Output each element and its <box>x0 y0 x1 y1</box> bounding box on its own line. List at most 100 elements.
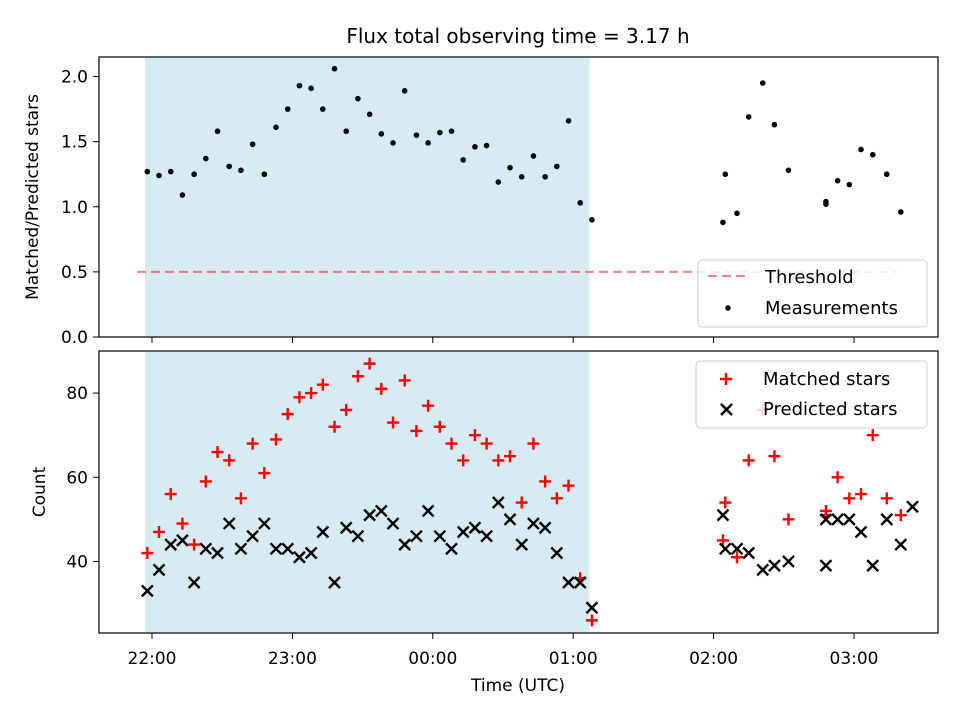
top-x-ticks <box>151 337 855 343</box>
bottom-axes-frame <box>98 350 939 634</box>
predicted-star-point <box>398 538 412 551</box>
predicted-star-point <box>716 508 730 522</box>
predicted-star-point <box>756 563 770 577</box>
matched-star-point <box>539 475 552 488</box>
bottom-legend-frame <box>695 360 928 429</box>
matched-star-point <box>782 513 795 526</box>
matched-star-point <box>731 551 743 564</box>
measurement-point <box>565 118 572 124</box>
matched-star-point <box>141 547 154 560</box>
predicted-star-point <box>328 576 341 589</box>
top-legend: Threshold Measurements <box>697 259 928 328</box>
matched-star-point <box>199 475 212 488</box>
predicted-star-point <box>562 576 575 589</box>
bottom-panel: 40 60 80 22:00 23:00 00:00 01:00 02:00 03:00 Co… <box>30 350 939 696</box>
measurement-point <box>214 128 221 135</box>
matched-star-point <box>855 488 868 501</box>
predicted-star-point <box>550 546 564 560</box>
measurement-point <box>834 177 841 184</box>
bottom-shaded-region <box>144 351 590 633</box>
measurement-point <box>413 132 420 138</box>
measurement-point <box>722 171 729 178</box>
predicted-star-point <box>491 496 505 509</box>
predicted-star-point <box>140 584 154 598</box>
matched-star-point <box>188 538 201 551</box>
chart-title: Flux total observing time = 3.17 h <box>346 24 689 48</box>
matched-star-point <box>716 534 729 547</box>
x-tick-label: 03:00 <box>830 649 879 669</box>
matched-star-point <box>742 454 755 467</box>
predicted-star-point <box>363 508 376 522</box>
measurement-point <box>366 111 373 118</box>
measurement-point <box>191 171 197 178</box>
matched-star-point <box>176 517 189 530</box>
measurement-point <box>483 142 490 149</box>
bottom-y-label: Count <box>30 466 50 517</box>
measurement-point <box>156 172 162 179</box>
predicted-star-point <box>503 513 517 526</box>
legend-predicted-swatch <box>720 403 733 416</box>
predicted-star-point <box>269 542 283 556</box>
predicted-star-point <box>906 500 919 514</box>
bottom-y-tick-label: 40 <box>66 552 88 572</box>
matched-star-point <box>843 492 856 505</box>
predicted-star-point <box>164 538 178 551</box>
x-tick-label: 01:00 <box>549 649 598 669</box>
bottom-legend: Matched stars Predicted stars <box>695 360 928 429</box>
x-axis-label: Time (UTC) <box>470 676 565 696</box>
matched-star-point <box>164 488 177 501</box>
matched-star-point <box>515 496 528 509</box>
measurement-point <box>308 85 314 92</box>
measurement-point <box>542 174 548 180</box>
predicted-star-point <box>585 601 599 615</box>
top-shaded-region <box>144 57 590 337</box>
matched-star-point <box>387 416 400 429</box>
predicted-star-point <box>730 542 744 556</box>
x-tick-label: 02:00 <box>689 649 738 669</box>
predicted-star-point <box>351 529 365 543</box>
matched-star-point <box>468 429 481 442</box>
predicted-star-point <box>374 504 388 518</box>
matched-star-point <box>328 420 341 433</box>
predicted-star-point <box>339 521 353 535</box>
predicted-star-point <box>880 513 894 526</box>
measurement-point <box>577 200 584 206</box>
predicted-star-point <box>199 542 213 556</box>
predicted-star-point <box>421 504 435 518</box>
matched-star-point <box>293 391 306 404</box>
predicted-star-point <box>246 529 259 543</box>
matched-star-point <box>281 408 294 421</box>
top-y-axis: 0.0 0.5 1.0 1.5 2.0 <box>61 68 99 348</box>
top-y-tick-label: 0.5 <box>61 263 88 283</box>
predicted-star-point <box>894 538 908 551</box>
legend-predicted-label: Predicted stars <box>763 399 897 420</box>
x-tick-label: 00:00 <box>408 649 457 669</box>
matched-star-point <box>223 454 236 467</box>
predicted-star-point <box>222 517 236 530</box>
matched-star-point <box>527 437 540 450</box>
predicted-star-point <box>768 559 781 573</box>
measurement-point <box>554 163 560 170</box>
legend-measurements-swatch <box>725 305 731 311</box>
matched-star-point <box>351 370 364 383</box>
measurement-point <box>273 124 279 131</box>
matched-star-point <box>375 382 388 395</box>
measurement-point <box>734 210 740 217</box>
matched-star-point <box>585 614 598 627</box>
measurement-point <box>261 171 268 178</box>
measurement-point <box>495 179 502 185</box>
matched-star-point <box>445 437 458 450</box>
matched-star-point <box>258 467 271 480</box>
measurement-point <box>238 167 244 174</box>
matched-star-point <box>270 433 283 446</box>
measurement-point <box>858 146 864 153</box>
predicted-star-point <box>742 546 756 560</box>
measurement-point <box>437 129 443 136</box>
predicted-star-point <box>187 576 201 589</box>
predicted-star-point <box>445 542 458 556</box>
measurement-point <box>179 192 186 198</box>
predicted-star-point <box>433 529 447 543</box>
measurement-point <box>331 65 338 72</box>
measurement-point <box>883 171 890 178</box>
